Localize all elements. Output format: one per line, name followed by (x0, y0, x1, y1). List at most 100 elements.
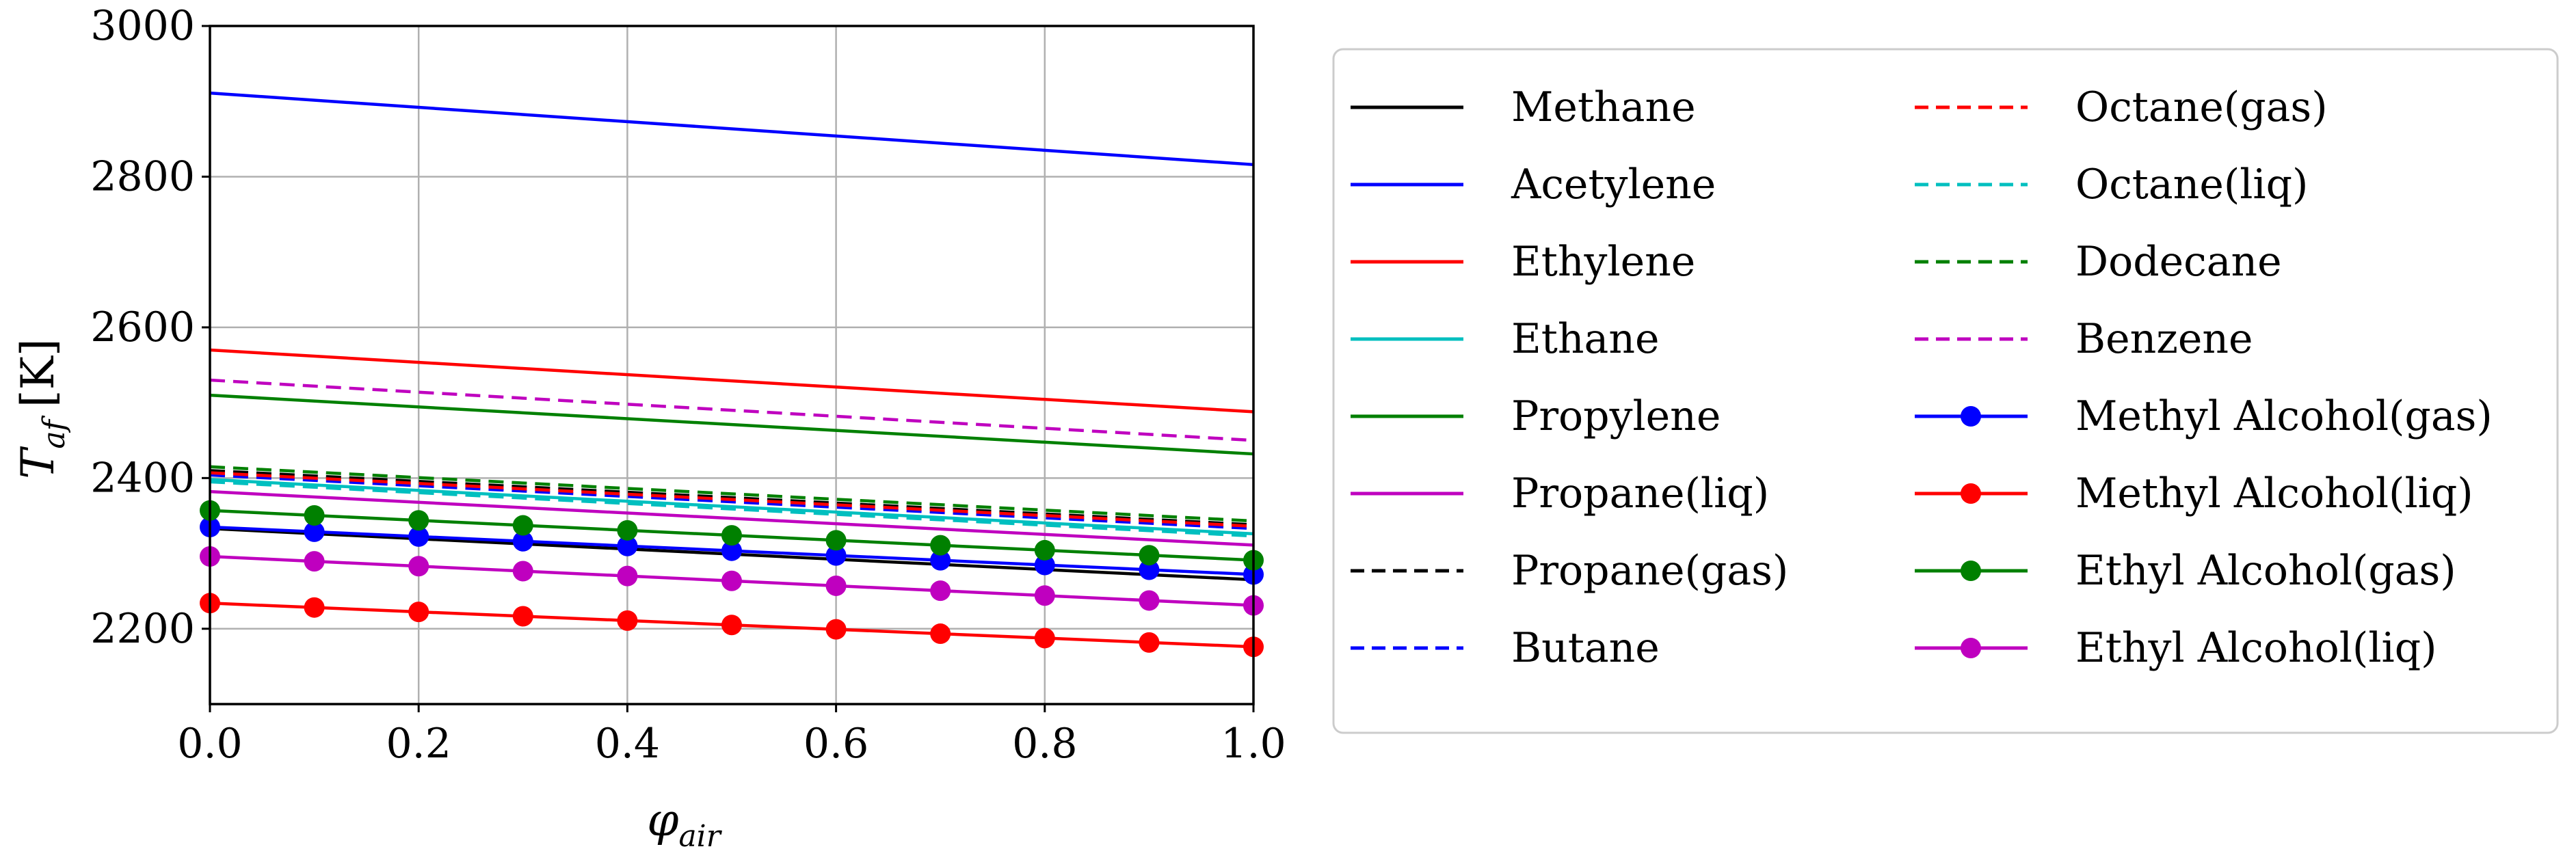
series-marker (512, 606, 533, 627)
legend-label: Ethyl Alcohol(liq) (2075, 624, 2437, 672)
series-marker (930, 623, 951, 645)
series-marker (304, 521, 325, 542)
legend-item: Methyl Alcohol(liq) (1915, 470, 2473, 517)
series-marker (512, 530, 533, 552)
legend-item: Benzene (1915, 315, 2253, 363)
legend-item: Ethyl Alcohol(liq) (1915, 624, 2437, 672)
series-marker (304, 551, 325, 572)
x-tick-label: 0.8 (1012, 720, 1077, 768)
series-marker (304, 597, 325, 618)
series-line (209, 348, 1254, 414)
series-marker (408, 526, 429, 547)
series-methyl-alcohol-liq- (200, 593, 1264, 658)
legend-item: Ethane (1351, 315, 1659, 363)
series-line (209, 378, 1254, 442)
y-axis-label-units: [K] (12, 338, 64, 407)
series-benzene (209, 378, 1254, 442)
series-marker (1034, 554, 1055, 576)
legend-label: Butane (1511, 624, 1660, 672)
series-acetylene (209, 91, 1254, 167)
series-group (200, 91, 1264, 658)
series-marker (1139, 559, 1160, 580)
legend-label: Propylene (1511, 392, 1721, 440)
series-marker (512, 561, 533, 582)
series-line (209, 465, 1254, 523)
legend-item: Propylene (1351, 392, 1721, 440)
legend-label: Propane(liq) (1511, 470, 1769, 517)
y-tick-label: 3000 (90, 2, 195, 50)
series-line (209, 91, 1254, 167)
series-marker (721, 525, 742, 546)
x-axis-label-sub: air (678, 819, 722, 854)
series-marker (617, 565, 638, 587)
series-marker (1034, 628, 1055, 649)
y-tick-label: 2400 (90, 454, 195, 502)
series-ethane (209, 478, 1254, 536)
axes (209, 25, 1255, 705)
legend-label: Octane(gas) (2075, 83, 2328, 131)
series-marker (721, 615, 742, 636)
legend-label: Methyl Alcohol(liq) (2075, 470, 2473, 517)
series-marker (1034, 585, 1055, 606)
series-propylene (209, 393, 1254, 456)
legend-label: Ethane (1511, 315, 1659, 363)
x-axis-label-main: φ (647, 794, 678, 846)
y-tick-label: 2600 (90, 304, 195, 351)
series-butane (209, 473, 1254, 530)
series-octane-liq- (209, 480, 1254, 538)
legend-item: Dodecane (1915, 238, 2282, 286)
legend-item: Butane (1351, 624, 1660, 672)
series-marker (617, 535, 638, 556)
legend-item: Propane(liq) (1351, 470, 1769, 517)
legend-item: Octane(gas) (1915, 83, 2328, 131)
series-ethylene (209, 348, 1254, 414)
legend-label: Benzene (2075, 315, 2253, 363)
legend-item: Acetylene (1351, 161, 1716, 208)
series-marker (1139, 590, 1160, 611)
series-marker (1034, 539, 1055, 561)
legend-marker (1961, 406, 1981, 427)
series-line (209, 469, 1254, 526)
ticks: 0.0 0.2 0.4 0.6 0.8 1.0 2200 2400 2600 2800 3000 (90, 2, 1286, 768)
x-tick-label: 0.6 (804, 720, 868, 768)
legend-marker (1961, 561, 1981, 581)
legend-item: Octane(liq) (1915, 161, 2308, 208)
series-ethyl-alcohol-gas- (200, 500, 1264, 571)
x-axis-label: φair (647, 794, 723, 854)
legend-box (1332, 48, 2559, 734)
series-marker (930, 580, 951, 602)
series-marker (1139, 545, 1160, 566)
x-tick-label: 0.2 (386, 720, 451, 768)
plot-frame (209, 25, 1255, 705)
legend-label: Acetylene (1511, 161, 1716, 208)
legend-marker (1961, 483, 1981, 504)
legend-item: Methane (1351, 83, 1696, 131)
series-marker (930, 550, 951, 571)
series-methyl-alcohol-gas- (200, 516, 1264, 585)
series-line (209, 489, 1254, 547)
series-marker (304, 505, 325, 526)
y-tick-label: 2800 (90, 152, 195, 200)
series-marker (1139, 632, 1160, 653)
legend-label: Methyl Alcohol(gas) (2075, 392, 2493, 440)
series-marker (825, 575, 847, 596)
series-marker (512, 515, 533, 536)
legend-item: Methyl Alcohol(gas) (1915, 392, 2493, 440)
series-marker (721, 570, 742, 591)
legend-label: Octane(liq) (2075, 161, 2308, 208)
series-propane-gas- (209, 469, 1254, 526)
legend-label: Ethyl Alcohol(gas) (2075, 547, 2456, 595)
legend-item: Ethyl Alcohol(gas) (1915, 547, 2456, 595)
series-line (209, 393, 1254, 456)
y-axis-label-main: T (12, 446, 64, 479)
series-marker (617, 520, 638, 541)
series-ethyl-alcohol-liq- (200, 546, 1264, 616)
legend-item: Propane(gas) (1351, 547, 1788, 595)
series-propane-liq- (209, 489, 1254, 547)
series-line (209, 471, 1254, 528)
y-axis-label: Taf [K] (12, 338, 72, 479)
series-line (209, 473, 1254, 530)
series-line (209, 480, 1254, 538)
